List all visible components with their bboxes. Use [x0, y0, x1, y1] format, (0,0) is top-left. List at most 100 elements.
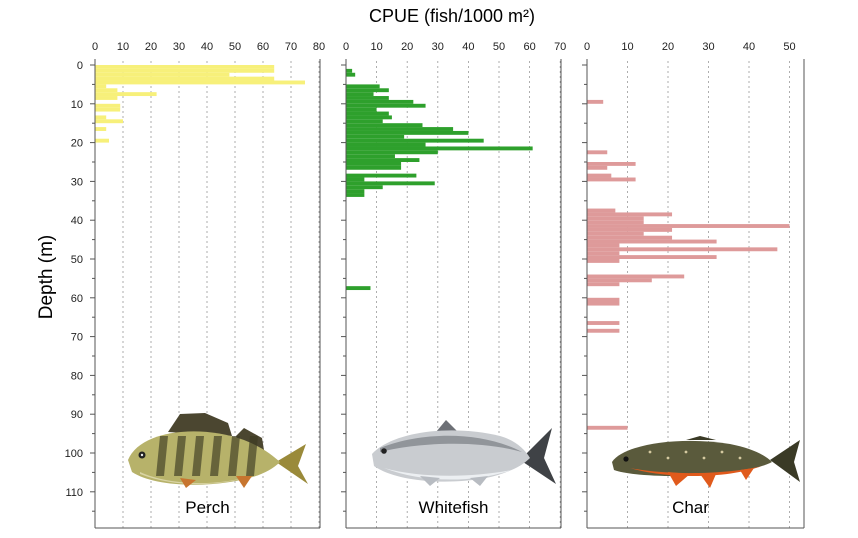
whitefish-bar: [346, 189, 365, 194]
y-tick-label: 60: [71, 293, 83, 305]
char-bar: [587, 297, 620, 306]
perch-x-tick-label: 10: [117, 41, 129, 53]
whitefish-bar: [346, 115, 392, 120]
perch-bar: [95, 127, 107, 131]
perch-x-tick-label: 70: [285, 41, 297, 53]
whitefish-bar: [346, 165, 402, 170]
whitefish-bar: [346, 134, 405, 139]
y-tick-label: 100: [65, 448, 83, 460]
char-bar: [587, 220, 644, 225]
char-bar: [587, 328, 620, 333]
perch-fish-icon: [128, 413, 308, 488]
y-tick-label: 70: [71, 332, 83, 344]
whitefish-x-tick-label: 30: [432, 41, 444, 53]
whitefish-bar: [346, 181, 435, 186]
whitefish-x-tick-label: 60: [523, 41, 535, 53]
whitefish-bar: [346, 150, 438, 155]
perch-bar: [95, 92, 157, 97]
whitefish-bar: [346, 111, 389, 116]
char-x-tick-label: 30: [702, 41, 714, 53]
whitefish-bar: [346, 123, 423, 128]
perch-species-label: Perch: [185, 498, 229, 517]
perch-x-tick-label: 50: [229, 41, 241, 53]
char-bar: [587, 243, 620, 248]
char-bar: [587, 321, 620, 325]
perch-bar: [95, 72, 230, 77]
char-bar: [587, 224, 790, 228]
perch-x-tick-label: 60: [257, 41, 269, 53]
chart-title: CPUE (fish/1000 m²): [369, 6, 535, 26]
char-x-tick-label: 20: [662, 41, 674, 53]
char-x-tick-label: 0: [584, 41, 590, 53]
char-bar: [587, 99, 604, 104]
whitefish-bar: [346, 158, 420, 162]
whitefish-x-tick-label: 20: [401, 41, 413, 53]
char-x-tick-label: 50: [783, 41, 795, 53]
perch-bar: [95, 84, 107, 89]
char-bar: [587, 255, 717, 259]
char-bar: [587, 150, 608, 155]
whitefish-bar: [346, 286, 371, 291]
perch-bar: [95, 107, 121, 112]
y-tick-label: 0: [77, 60, 83, 72]
whitefish-bar: [346, 99, 414, 104]
whitefish-bar: [346, 103, 426, 108]
perch-x-tick-label: 40: [201, 41, 213, 53]
char-species-label: Char: [672, 498, 709, 517]
perch-bar: [95, 115, 107, 120]
char-bar: [587, 259, 620, 263]
char-bar: [587, 231, 644, 236]
whitefish-fish-icon: [372, 420, 556, 486]
whitefish-bar: [346, 88, 389, 93]
whitefish-bar: [346, 92, 374, 97]
perch-bar: [95, 80, 305, 85]
char-fish-icon: [612, 436, 800, 488]
y-tick-label: 110: [65, 487, 83, 499]
perch-bar: [95, 65, 275, 69]
char-bar: [587, 177, 636, 182]
whitefish-bar: [346, 84, 380, 89]
perch-bar: [95, 138, 109, 143]
whitefish-bar: [346, 173, 417, 178]
y-tick-label: 30: [71, 176, 83, 188]
whitefish-x-tick-label: 40: [462, 41, 474, 53]
char-x-tick-label: 10: [621, 41, 633, 53]
whitefish-bar: [346, 107, 377, 112]
whitefish-bar: [346, 185, 383, 190]
char-bar: [587, 165, 608, 170]
whitefish-species-label: Whitefish: [419, 498, 489, 517]
whitefish-bar: [346, 96, 389, 100]
y-tick-label: 50: [71, 254, 83, 266]
whitefish-bar: [346, 193, 365, 197]
y-tick-label: 20: [71, 138, 83, 150]
whitefish-bar: [346, 119, 383, 124]
perch-panel: 0 10 20 30 40 50 60 70 80 0 10 20 30 40 50 60 70 80 90 100 1…: [65, 41, 325, 529]
char-bar: [587, 274, 685, 279]
char-bar: [587, 278, 652, 283]
char-bar: [587, 208, 616, 213]
char-bar: [587, 227, 673, 232]
whitefish-bar: [346, 138, 484, 143]
whitefish-bar: [346, 162, 402, 166]
whitefish-panel: 0 10 20 30 40 50 60 70 Whitefish: [341, 41, 566, 529]
y-tick-label: 10: [71, 99, 83, 111]
perch-bar: [95, 88, 118, 93]
perch-x-tick-label: 30: [173, 41, 185, 53]
whitefish-bar: [346, 177, 365, 182]
chart-panels: 0 10 20 30 40 50 60 70 8001020304050607080901001…: [65, 41, 805, 529]
whitefish-x-tick-label: 50: [493, 41, 505, 53]
perch-x-tick-label: 0: [92, 41, 98, 53]
char-bar: [587, 282, 620, 287]
whitefish-bar: [346, 68, 353, 73]
y-tick-label: 80: [71, 370, 83, 382]
char-panel: 0 10 20 30 40 50 Char: [582, 41, 805, 529]
perch-bar: [95, 103, 121, 108]
whitefish-x-tick-label: 70: [554, 41, 566, 53]
whitefish-x-tick-label: 10: [370, 41, 382, 53]
perch-bar: [95, 119, 123, 124]
char-bar: [587, 212, 673, 217]
char-bar: [587, 162, 636, 166]
char-x-tick-label: 40: [743, 41, 755, 53]
whitefish-bar: [346, 72, 356, 77]
